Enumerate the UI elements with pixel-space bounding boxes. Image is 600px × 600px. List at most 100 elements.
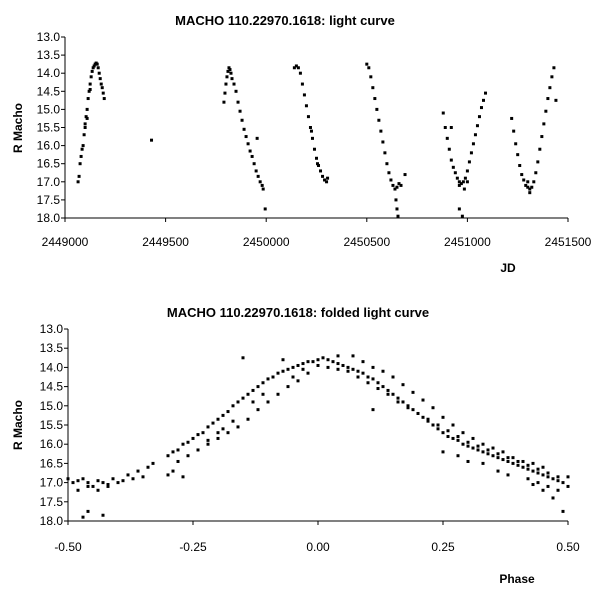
bottom-data-point <box>421 398 425 402</box>
top-data-point <box>459 182 463 186</box>
bottom-data-point <box>81 477 85 481</box>
top-data-point <box>463 176 467 180</box>
bottom-data-point <box>336 354 340 358</box>
bottom-data-point <box>116 481 120 485</box>
top-data-point <box>484 91 488 95</box>
top-data-point <box>226 69 230 73</box>
bottom-data-point <box>216 436 220 440</box>
bottom-data-point <box>456 454 460 458</box>
bottom-data-point <box>456 435 460 439</box>
bottom-data-point <box>171 469 175 473</box>
bottom-data-point <box>166 454 170 458</box>
bottom-data-point <box>221 413 225 417</box>
bottom-data-point <box>396 396 400 400</box>
bottom-data-point <box>266 400 270 404</box>
bottom-data-point <box>531 483 535 487</box>
bottom-data-point <box>516 459 520 463</box>
bottom-data-point <box>291 365 295 369</box>
bottom-data-point <box>271 375 275 379</box>
top-data-point <box>246 142 250 146</box>
bottom-data-point <box>281 358 285 362</box>
bottom-data-point <box>461 431 465 435</box>
bottom-data-point <box>536 471 540 475</box>
top-data-point <box>520 173 524 177</box>
bottom-data-point <box>466 459 470 463</box>
bottom-data-point <box>541 473 545 477</box>
top-chart: MACHO 110.22970.1618: light curve 13.013… <box>11 13 592 275</box>
bottom-data-point <box>336 367 340 371</box>
top-x-tick-label: 2451500 <box>545 235 592 249</box>
bottom-data-point <box>321 356 325 360</box>
bottom-y-axis-title: R Macho <box>11 400 25 450</box>
top-data-point <box>534 171 538 175</box>
bottom-x-tick-label: 0.50 <box>556 540 580 554</box>
bottom-data-point <box>186 454 190 458</box>
top-data-point <box>321 174 325 178</box>
bottom-y-tick-label: 15.0 <box>40 399 64 413</box>
top-y-tick-label: 16.5 <box>37 157 61 171</box>
bottom-data-point <box>566 484 570 488</box>
top-data-point <box>89 75 93 79</box>
bottom-data-point <box>421 415 425 419</box>
bottom-data-point <box>296 379 300 383</box>
bottom-data-point <box>111 477 115 481</box>
top-data-point <box>532 180 536 184</box>
bottom-data-point <box>516 463 520 467</box>
bottom-data-point <box>261 392 265 396</box>
top-data-point <box>222 100 226 104</box>
top-data-point <box>479 106 483 110</box>
top-data-point <box>481 98 485 102</box>
bottom-data-point <box>496 456 500 460</box>
bottom-x-tick-label: -0.25 <box>179 540 207 554</box>
top-x-tick-label: 2450000 <box>243 235 290 249</box>
top-data-point <box>441 111 445 115</box>
bottom-data-point <box>441 450 445 454</box>
bottom-data-point <box>391 392 395 396</box>
top-data-point <box>260 183 264 187</box>
bottom-data-point <box>346 365 350 369</box>
bottom-data-point <box>466 444 470 448</box>
top-chart-title: MACHO 110.22970.1618: light curve <box>175 13 395 28</box>
bottom-data-point <box>181 475 185 479</box>
bottom-data-point <box>441 415 445 419</box>
bottom-data-point <box>491 446 495 450</box>
bottom-data-points <box>66 354 570 519</box>
bottom-data-point <box>351 367 355 371</box>
top-data-point <box>542 122 546 126</box>
bottom-y-tick-label: 15.5 <box>40 418 64 432</box>
top-data-point <box>536 160 540 164</box>
bottom-data-point <box>411 408 415 412</box>
top-data-point <box>312 147 316 151</box>
bottom-data-point <box>176 459 180 463</box>
bottom-data-point <box>261 381 265 385</box>
bottom-data-point <box>316 363 320 367</box>
top-data-point <box>250 154 254 158</box>
bottom-data-point <box>491 454 495 458</box>
top-data-point <box>248 149 252 153</box>
top-data-point <box>263 207 267 211</box>
bottom-data-point <box>106 483 110 487</box>
top-data-point <box>261 187 265 191</box>
top-data-point <box>81 144 85 148</box>
bottom-data-point <box>376 381 380 385</box>
top-data-point <box>315 156 318 160</box>
bottom-data-point <box>466 440 470 444</box>
bottom-data-point <box>196 448 200 452</box>
top-data-point <box>258 180 262 184</box>
bottom-data-point <box>91 484 95 488</box>
bottom-data-point <box>366 381 370 385</box>
bottom-data-point <box>231 419 235 423</box>
bottom-data-point <box>541 465 545 469</box>
bottom-data-point <box>301 367 305 371</box>
bottom-data-point <box>501 450 505 454</box>
bottom-y-tick-label: 16.0 <box>40 437 64 451</box>
bottom-data-point <box>536 481 540 485</box>
top-data-point <box>308 126 312 129</box>
bottom-data-point <box>306 371 310 375</box>
top-data-point <box>99 82 103 86</box>
bottom-data-point <box>381 385 385 389</box>
top-data-point <box>526 185 530 189</box>
bottom-data-point <box>426 417 430 421</box>
top-data-point <box>88 87 92 91</box>
top-data-point <box>84 115 88 119</box>
